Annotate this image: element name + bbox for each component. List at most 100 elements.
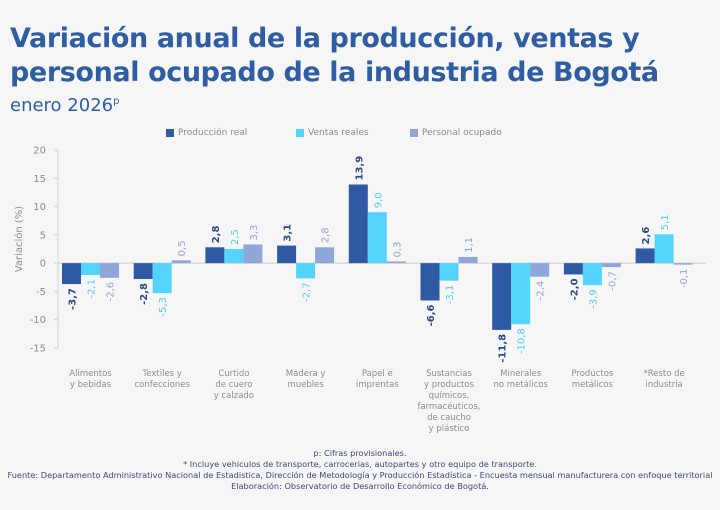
- bar-personal: [386, 261, 406, 264]
- x-tick-label-line: *Resto de: [643, 369, 684, 379]
- footnote-resto-industria: * Incluye vehiculos de transporte, carro…: [183, 459, 537, 469]
- data-label-personal: 1,1: [464, 237, 475, 253]
- x-tick-label-line: confecciones: [134, 380, 190, 390]
- x-tick-label-line: muebles: [287, 380, 324, 390]
- bar-ventas: [439, 263, 459, 281]
- y-tick-label: 0: [40, 259, 46, 270]
- x-tick-label-line: Sustancias: [426, 369, 472, 379]
- x-tick-label: Curtido de cuero y calzado: [214, 369, 254, 401]
- bar-ventas: [224, 249, 244, 264]
- data-label-ventas: -2,7: [302, 282, 313, 302]
- footnote-provisional: p: Cifras provisionales.: [313, 448, 407, 458]
- data-label-produccion: 13,9: [354, 156, 365, 181]
- x-tick-label-line: Alimentos: [69, 369, 112, 379]
- footnote-source: Fuente: Departamento Administrativo Naci…: [7, 470, 713, 480]
- data-label-ventas: 9,0: [373, 192, 384, 208]
- bar-ventas: [152, 263, 172, 294]
- data-label-personal: 3,3: [249, 225, 260, 241]
- legend-label-personal: Personal ocupado: [422, 128, 502, 138]
- legend-label-ventas: Ventas reales: [308, 128, 369, 138]
- bar-ventas: [582, 263, 602, 286]
- data-label-ventas: 5,1: [660, 214, 671, 230]
- data-label-personal: 2,8: [321, 227, 332, 243]
- data-label-produccion: 2,8: [211, 226, 222, 244]
- data-label-produccion: 3,1: [283, 224, 294, 242]
- x-tick-label: Sustancias y productos químicos, farmacéuti…: [417, 369, 480, 434]
- bar-personal: [673, 263, 693, 265]
- x-tick-label: Alimentos y bebidas: [69, 369, 112, 390]
- y-tick-label: 20: [33, 146, 46, 157]
- x-tick-label-line: de cuero: [215, 380, 252, 390]
- y-axis-title: Variación (%): [13, 206, 25, 273]
- bar-produccion: [133, 263, 153, 279]
- legend-item-ventas: Ventas reales: [296, 128, 369, 138]
- data-label-produccion: -2,0: [569, 278, 580, 300]
- bar-personal: [100, 263, 119, 278]
- x-tick-label: Papel e imprentas: [356, 369, 400, 390]
- data-label-ventas: -3,1: [445, 285, 456, 305]
- bar-ventas: [654, 234, 674, 264]
- y-tick-label: -15: [30, 344, 46, 355]
- bar-ventas: [511, 263, 531, 325]
- x-tick-label: Minerales no metálicos: [494, 369, 549, 390]
- data-label-personal: -0,7: [607, 271, 618, 291]
- x-tick-label-line: industria: [645, 380, 682, 390]
- bar-personal: [315, 247, 335, 264]
- x-tick-label-line: Textiles y: [142, 369, 182, 379]
- bar-ventas: [367, 212, 387, 264]
- x-tick-label-line: químicos,: [429, 391, 470, 401]
- x-tick-label-line: de caucho: [427, 413, 471, 423]
- data-label-produccion: 2,6: [641, 227, 652, 245]
- x-tick-label: *Resto de industria: [643, 369, 684, 390]
- bar-personal: [243, 244, 263, 264]
- bar-produccion: [62, 263, 81, 285]
- x-tick-label: Textiles y confecciones: [134, 369, 190, 390]
- data-label-ventas: -3,9: [588, 289, 599, 309]
- bar-ventas: [81, 263, 100, 276]
- subtitle-provisional-mark: p: [113, 96, 120, 107]
- data-label-personal: 0,3: [392, 242, 403, 258]
- x-tick-label-line: y bebidas: [70, 380, 112, 390]
- bar-personal: [458, 256, 478, 264]
- y-tick-label: -5: [36, 287, 46, 298]
- data-label-ventas: -2,1: [87, 279, 98, 299]
- y-tick-label: -10: [30, 315, 46, 326]
- data-label-ventas: 2,5: [230, 229, 241, 245]
- legend-swatch-personal: [410, 129, 418, 137]
- bar-produccion: [492, 263, 512, 330]
- x-tick-label-line: y plástico: [429, 424, 470, 434]
- bar-produccion: [205, 247, 225, 264]
- data-label-personal: -0,1: [679, 269, 690, 289]
- x-tick-label-line: Minerales: [500, 369, 542, 379]
- x-tick-label: Productos metálicos: [571, 369, 613, 390]
- x-tick-label-line: Curtido: [218, 369, 249, 379]
- x-tick-label-line: farmacéuticos,: [417, 401, 480, 412]
- footer-notes: p: Cifras provisionales. * Incluye vehic…: [0, 448, 720, 492]
- bar-personal: [530, 263, 550, 277]
- x-tick-label-line: no metálicos: [494, 380, 549, 390]
- bar-ventas: [296, 263, 316, 279]
- data-label-personal: -2,6: [106, 282, 117, 302]
- bar-produccion: [563, 263, 583, 275]
- data-label-produccion: -6,6: [426, 304, 437, 326]
- x-tick-label-line: Productos: [571, 369, 613, 379]
- legend-swatch-produccion: [166, 129, 174, 137]
- data-label-personal: -2,4: [536, 281, 547, 301]
- chart-subtitle: enero 2026p: [10, 95, 119, 116]
- x-tick-label-line: imprentas: [356, 380, 400, 390]
- legend-label-produccion: Producción real: [178, 128, 248, 138]
- bar-produccion: [420, 263, 440, 301]
- y-tick-label: 15: [33, 174, 46, 185]
- subtitle-text: enero 2026: [10, 95, 114, 116]
- data-label-ventas: -10,8: [517, 328, 528, 354]
- x-tick-label-line: Papel e: [362, 369, 393, 379]
- data-label-personal: 0,5: [177, 240, 188, 256]
- data-label-produccion: -11,8: [498, 334, 509, 363]
- data-label-produccion: -3,7: [68, 288, 79, 310]
- bar-chart: 20 15 10 5 0 -5 -10 -15 Variación (%) -3,7 -2,1 -2,…: [13, 146, 706, 434]
- data-label-ventas: -5,3: [158, 297, 169, 317]
- x-tick-label-line: Madera y: [286, 369, 326, 379]
- bar-produccion: [277, 245, 297, 264]
- legend-swatch-ventas: [296, 129, 304, 137]
- footnote-elaboration: Elaboración: Observatorio de Desarrollo …: [231, 481, 489, 491]
